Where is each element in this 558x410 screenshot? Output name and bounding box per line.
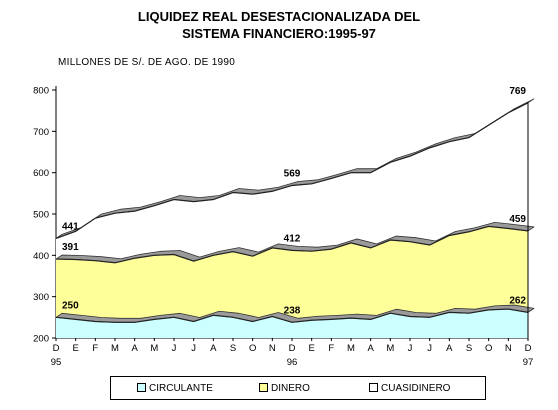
x-year-label: 95	[51, 357, 62, 368]
data-label: 569	[284, 168, 301, 179]
y-tick-label: 400	[33, 251, 49, 262]
x-tick-label: N	[269, 343, 276, 354]
unit-label: MILLONES DE S/. DE AGO. DE 1990	[58, 57, 236, 68]
x-tick-label: F	[92, 343, 98, 354]
x-year-label: 97	[523, 357, 534, 368]
legend-label: CUASIDINERO	[381, 383, 451, 394]
y-tick-label: 500	[33, 210, 49, 221]
legend-item-circulante: CIRCULANTE	[137, 383, 213, 395]
x-tick-label: J	[427, 343, 432, 354]
data-label: 262	[509, 295, 526, 306]
data-label: 441	[62, 221, 79, 232]
data-label: 459	[509, 214, 526, 225]
x-tick-label: F	[328, 343, 334, 354]
area-dinero	[56, 226, 528, 323]
data-label: 412	[284, 233, 301, 244]
x-tick-label: O	[249, 343, 256, 354]
x-tick-label: J	[172, 343, 177, 354]
legend-label: DINERO	[271, 383, 310, 394]
legend-swatch	[259, 383, 268, 392]
chart-legend: CIRCULANTE DINERO CUASIDINERO	[110, 376, 486, 400]
x-tick-label: D	[289, 343, 296, 354]
line-cuasidinero	[55, 102, 529, 239]
y-tick-label: 200	[33, 334, 49, 345]
y-tick-label: 800	[33, 86, 49, 97]
data-label: 250	[62, 300, 79, 311]
x-tick-label: N	[505, 343, 512, 354]
chart-title-line-2: SISTEMA FINANCIERO:1995-97	[182, 26, 376, 41]
legend-swatch	[369, 383, 378, 392]
x-tick-label: S	[230, 343, 236, 354]
line-dinero	[55, 225, 529, 264]
x-tick-label: M	[111, 343, 119, 354]
area-cuasidinero	[56, 102, 528, 263]
chart-title-line-1: LIQUIDEZ REAL DESESTACIONALIZADA DEL	[137, 9, 421, 24]
data-label: 769	[509, 86, 526, 97]
chart-title: LIQUIDEZ REAL DESESTACIONALIZADA DEL SIS…	[0, 8, 558, 42]
y-tick-label: 700	[33, 127, 49, 138]
x-year-label: 96	[287, 357, 298, 368]
legend-item-dinero: DINERO	[259, 383, 310, 395]
data-label: 391	[62, 242, 79, 253]
chart-plot: 200 300 400 500 600 700 800 D E F M A M J J A S O N D E F M A M J…	[33, 86, 535, 368]
x-tick-label: O	[485, 343, 492, 354]
legend-item-cuasidinero: CUASIDINERO	[369, 383, 450, 395]
x-tick-label: A	[367, 343, 374, 354]
x-tick-label: M	[150, 343, 158, 354]
x-tick-label: A	[210, 343, 217, 354]
x-tick-label: M	[386, 343, 394, 354]
data-label: 238	[284, 305, 301, 316]
x-tick-label: J	[191, 343, 196, 354]
x-tick-label: D	[525, 343, 532, 354]
y-tick-label: 600	[33, 168, 49, 179]
x-tick-label: D	[53, 343, 60, 354]
x-tick-label: M	[347, 343, 355, 354]
legend-swatch	[137, 383, 146, 392]
x-tick-label: S	[466, 343, 472, 354]
area-circulante	[56, 309, 528, 338]
x-tick-label: J	[408, 343, 413, 354]
x-tick-label: E	[72, 343, 78, 354]
line-circulante	[55, 308, 529, 323]
x-tick-label: A	[446, 343, 453, 354]
x-tick-label: A	[131, 343, 138, 354]
y-tick-label: 300	[33, 292, 49, 303]
x-tick-label: E	[308, 343, 314, 354]
legend-label: CIRCULANTE	[149, 383, 213, 394]
